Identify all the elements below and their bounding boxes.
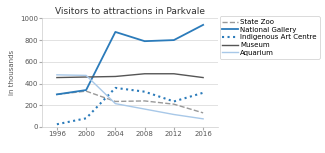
State Zoo	[172, 103, 176, 105]
National Gallery	[113, 31, 117, 33]
Aquarium	[113, 103, 117, 104]
Aquarium	[55, 74, 59, 76]
State Zoo	[143, 100, 147, 102]
Indigenous Art Centre	[113, 87, 117, 89]
National Gallery	[55, 93, 59, 95]
State Zoo	[84, 90, 88, 92]
Indigenous Art Centre	[84, 117, 88, 119]
Museum	[201, 77, 205, 78]
Museum	[172, 73, 176, 75]
Aquarium	[172, 114, 176, 115]
Indigenous Art Centre	[55, 123, 59, 125]
Line: State Zoo: State Zoo	[57, 91, 203, 113]
Indigenous Art Centre	[201, 92, 205, 94]
Title: Visitors to attractions in Parkvale: Visitors to attractions in Parkvale	[55, 7, 205, 16]
Y-axis label: in thousands: in thousands	[8, 50, 15, 95]
Line: Indigenous Art Centre: Indigenous Art Centre	[57, 88, 203, 124]
Indigenous Art Centre	[143, 91, 147, 93]
Museum	[143, 73, 147, 75]
Line: National Gallery: National Gallery	[57, 25, 203, 94]
Aquarium	[201, 118, 205, 120]
State Zoo	[55, 93, 59, 95]
State Zoo	[201, 112, 205, 114]
Museum	[55, 77, 59, 78]
National Gallery	[201, 24, 205, 26]
Indigenous Art Centre	[172, 101, 176, 102]
National Gallery	[172, 39, 176, 41]
State Zoo	[113, 101, 117, 102]
Museum	[84, 76, 88, 78]
Museum	[113, 76, 117, 77]
Aquarium	[143, 108, 147, 110]
Line: Museum: Museum	[57, 74, 203, 78]
Line: Aquarium: Aquarium	[57, 75, 203, 119]
National Gallery	[84, 89, 88, 91]
Aquarium	[84, 75, 88, 76]
Legend: State Zoo, National Gallery, Indigenous Art Centre, Museum, Aquarium: State Zoo, National Gallery, Indigenous …	[219, 16, 319, 59]
National Gallery	[143, 40, 147, 42]
